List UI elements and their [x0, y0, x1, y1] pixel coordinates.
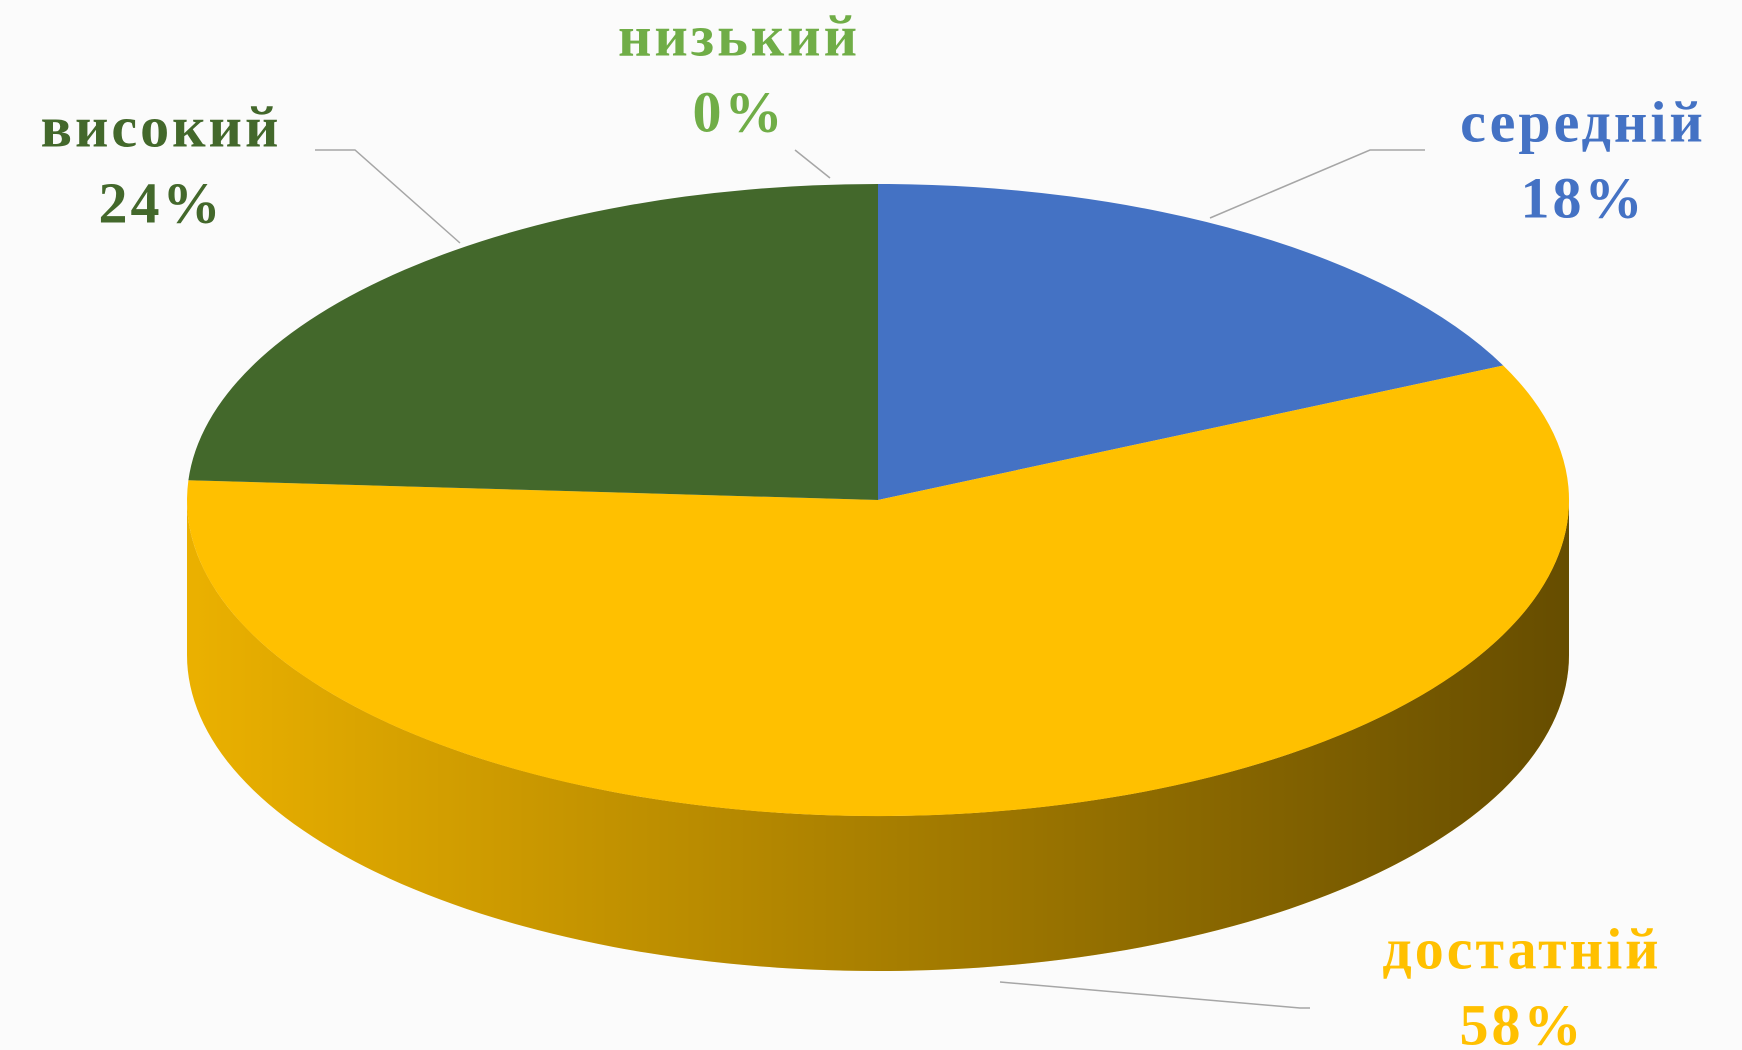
leader-line	[1209, 149, 1425, 219]
slice-label: низький	[618, 3, 860, 68]
slice-value-label: 0%	[693, 79, 786, 144]
slice-value-label: 24%	[99, 170, 224, 235]
slice-side-shade	[187, 500, 1569, 971]
leader-line	[315, 149, 461, 244]
slice-label: достатній	[1382, 916, 1661, 981]
slice-label: середній	[1460, 89, 1706, 154]
leader-line	[999, 981, 1310, 1009]
slice-value-label: 58%	[1460, 992, 1585, 1050]
slice	[878, 184, 1504, 500]
leader-line	[794, 149, 831, 179]
slice	[188, 184, 878, 500]
slice-label: високий	[41, 94, 282, 159]
pie	[187, 184, 1570, 971]
slice	[187, 365, 1570, 817]
labels: низький 0% середній 18% достатній 58% високий 2…	[41, 3, 1706, 1050]
slice-value-label: 18%	[1521, 165, 1646, 230]
